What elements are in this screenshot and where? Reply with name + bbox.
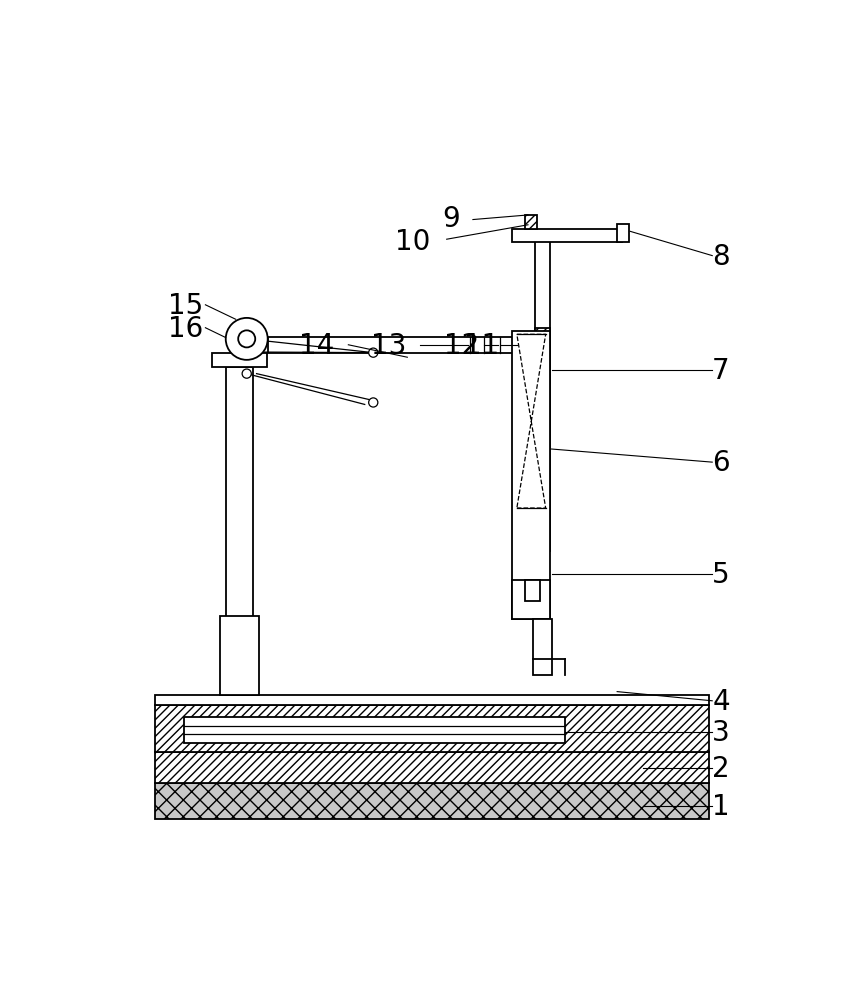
Bar [226,368,253,695]
Circle shape [369,399,378,408]
Bar [525,580,540,601]
Text: 8: 8 [712,243,730,270]
Bar [512,332,550,620]
Text: 2: 2 [712,753,730,782]
Text: 7: 7 [712,357,730,385]
Bar [536,240,550,551]
Text: 14: 14 [299,331,334,360]
Text: 10: 10 [395,228,431,255]
Bar [536,328,550,384]
Bar [533,620,552,676]
Bar [155,783,709,820]
Text: 16: 16 [168,314,203,342]
Circle shape [226,318,267,361]
Text: 6: 6 [712,448,730,477]
Text: 13: 13 [371,331,406,360]
Bar [512,580,550,620]
Bar [212,353,267,368]
Bar [155,752,709,783]
Text: 9: 9 [442,205,460,233]
Bar [267,338,515,353]
Bar [525,216,537,231]
Text: 1: 1 [712,792,730,820]
Bar [155,705,709,752]
Text: 11: 11 [464,331,499,360]
Bar [155,695,709,705]
Bar [618,225,629,244]
Bar [184,717,564,743]
Circle shape [242,370,251,379]
Bar [221,616,259,695]
Text: 4: 4 [712,687,730,715]
Text: 15: 15 [168,291,203,319]
Text: 5: 5 [712,560,730,588]
Text: 12: 12 [444,331,480,360]
Circle shape [239,331,255,348]
Text: 3: 3 [712,719,730,746]
Circle shape [369,349,378,358]
Bar [512,231,623,244]
